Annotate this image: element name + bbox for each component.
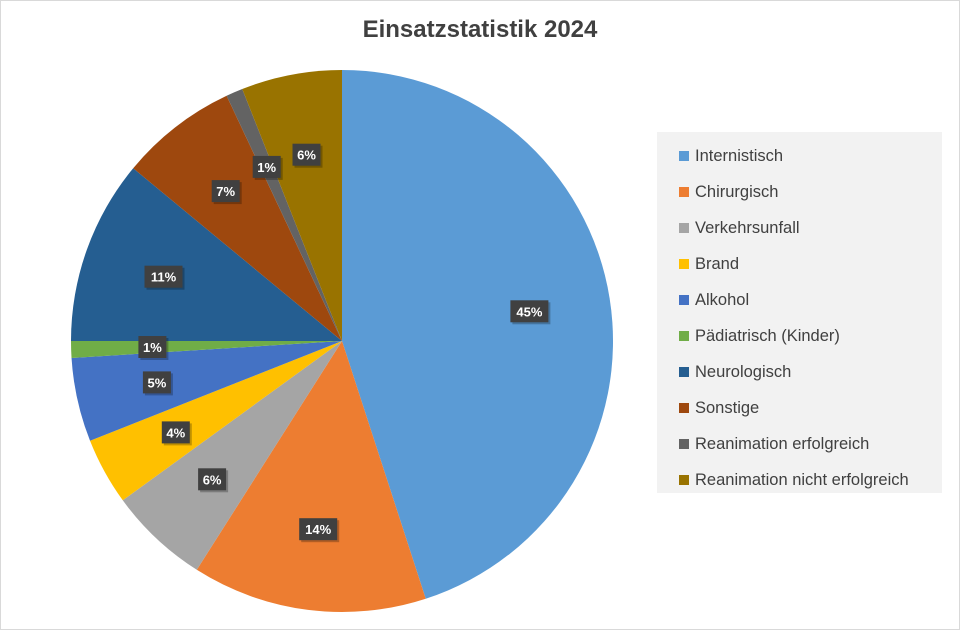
pie-slice-verkehrsunfall <box>122 341 342 570</box>
pie-slice-chirurgisch <box>196 341 426 613</box>
legend-swatch <box>679 259 689 269</box>
legend-label: Chirurgisch <box>695 182 779 201</box>
data-label-text: 6% <box>297 148 316 163</box>
legend-swatch <box>679 223 689 233</box>
legend-item-reanimation-erfolgreich: Reanimation erfolgreich <box>657 426 942 462</box>
legend-label: Neurologisch <box>695 362 792 381</box>
legend: Internistisch Chirurgisch Verkehrsunfall Br… <box>657 132 942 493</box>
pie-slice-brand <box>90 341 342 501</box>
data-label-text: 45% <box>516 304 542 319</box>
pie-slice-neurologisch <box>71 168 342 341</box>
legend-label: Pädiatrisch (Kinder) <box>695 326 840 345</box>
legend-swatch <box>679 439 689 449</box>
legend-label: Brand <box>695 254 740 273</box>
data-label-text: 14% <box>305 522 331 537</box>
legend-item-neurologisch: Neurologisch <box>657 354 942 390</box>
data-label-verkehrsunfall: 6% <box>198 468 229 493</box>
legend-swatch <box>679 367 689 377</box>
pie-slice-alkohol <box>71 341 342 441</box>
data-label-text: 6% <box>203 472 222 487</box>
data-label-p-diatrisch-kinder: 1% <box>138 336 169 360</box>
data-label-neurologisch: 11% <box>144 265 185 290</box>
pie-slice-internistisch <box>342 70 614 599</box>
legend-label: Internistisch <box>695 146 784 165</box>
data-label-text: 4% <box>166 425 185 440</box>
legend-swatch <box>679 475 689 485</box>
legend-item-sonstige: Sonstige <box>657 390 942 426</box>
legend-item-verkehrsunfall: Verkehrsunfall <box>657 210 942 246</box>
data-label-text: 7% <box>216 184 235 199</box>
legend-label: Verkehrsunfall <box>695 218 800 237</box>
data-label-brand: 4% <box>161 421 192 446</box>
data-label-text: 11% <box>151 270 177 285</box>
legend-swatch <box>679 331 689 341</box>
legend-item-chirurgisch: Chirurgisch <box>657 174 942 210</box>
data-label-chirurgisch: 14% <box>299 518 340 543</box>
data-label-internistisch: 45% <box>510 300 551 325</box>
data-label-text: 1% <box>257 160 276 175</box>
legend-label: Alkohol <box>695 290 750 309</box>
data-label-alkohol: 5% <box>142 371 173 396</box>
data-label-text: 5% <box>148 375 167 390</box>
data-label-text: 1% <box>143 340 162 355</box>
legend-label: Sonstige <box>695 398 760 417</box>
pie-slice-sonstige <box>133 95 342 341</box>
legend-item-brand: Brand <box>657 246 942 282</box>
chart-title: Einsatzstatistik 2024 <box>362 16 598 43</box>
pie-slice-reanimation-nicht-erfolgreich <box>242 70 342 341</box>
legend-item-alkohol: Alkohol <box>657 282 942 318</box>
legend-label: Reanimation nicht erfolgreich <box>695 470 909 489</box>
data-label-reanimation-erfolgreich: 1% <box>252 155 283 180</box>
legend-swatch <box>679 403 689 413</box>
legend-label: Reanimation erfolgreich <box>695 434 870 453</box>
legend-swatch <box>679 187 689 197</box>
legend-swatch <box>679 151 689 161</box>
data-label-reanimation-nicht-erfolgreich: 6% <box>292 143 323 168</box>
legend-item-reanimation-nicht-erfolgreich: Reanimation nicht erfolgreich <box>657 462 942 498</box>
data-label-sonstige: 7% <box>211 180 242 205</box>
legend-item-p-diatrisch-kinder: Pädiatrisch (Kinder) <box>657 318 942 354</box>
legend-item-internistisch: Internistisch <box>657 138 942 174</box>
pie-slice-reanimation-erfolgreich <box>226 89 342 341</box>
legend-swatch <box>679 295 689 305</box>
